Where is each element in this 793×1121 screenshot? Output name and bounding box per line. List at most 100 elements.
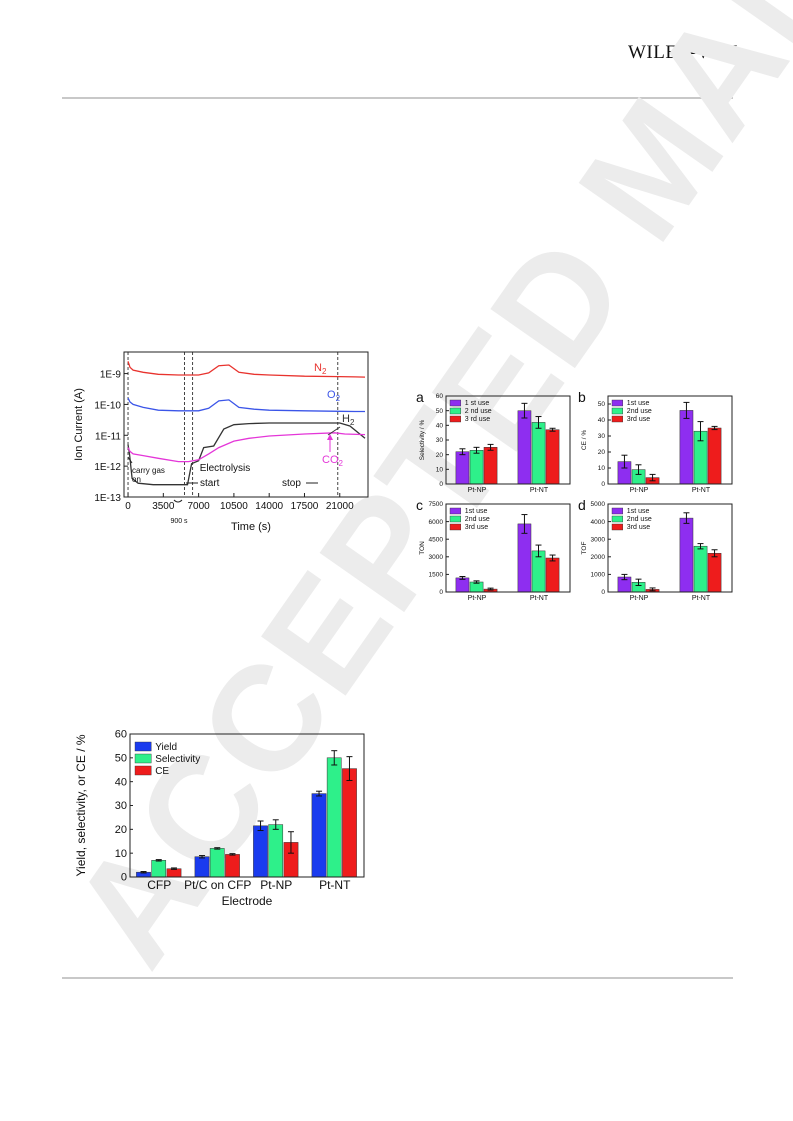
bar-electrode-1-0 (194, 856, 210, 878)
category-label: CFP (147, 878, 171, 892)
y-tick-label: 60 (115, 729, 127, 741)
y-axis-label-d: TOF (581, 542, 588, 555)
legend-swatch (134, 753, 152, 764)
legend-swatch (449, 399, 462, 407)
y-tick-label: 3000 (591, 536, 606, 543)
legend-label: 1st use (627, 400, 650, 407)
legend-swatch (611, 399, 624, 407)
category-label: Pt/C on CFP (184, 878, 251, 892)
series-line-co2 (127, 432, 366, 463)
figure-reuse-panels: a Pt-NP Pt-NT 0 10 20 30 40 50 60 Selectivity / % 1… (414, 388, 736, 604)
y-tick-label: 0 (121, 872, 127, 884)
legend-label: 2 nd use (465, 408, 492, 415)
y-tick-label: 7500 (429, 501, 444, 508)
category-label: Pt-NT (319, 878, 351, 892)
category-label: Pt-NT (530, 487, 549, 494)
y-tick-label: 10 (115, 848, 127, 860)
start-label: start (200, 478, 220, 489)
legend-swatch (611, 515, 624, 523)
gap-label: 900 s (170, 518, 188, 525)
legend-label: 3 rd use (465, 416, 490, 423)
x-tick-label: 10500 (220, 501, 248, 512)
series-label-h2: H2 (342, 413, 355, 427)
bar-a-1-2 (545, 429, 560, 485)
y-tick-label: 1E-13 (94, 493, 121, 504)
legend-swatch (449, 515, 462, 523)
y-tick-label: 1E-12 (94, 462, 121, 473)
legend-swatch (611, 507, 624, 515)
legend-swatch (449, 507, 462, 515)
category-label: Pt-NP (260, 878, 292, 892)
y-tick-label: 20 (115, 824, 127, 836)
h2-pointer (327, 426, 341, 436)
series-line-n2 (127, 361, 366, 378)
y-tick-label: 10 (436, 467, 444, 474)
plot-frame (123, 351, 369, 498)
legend-swatch (611, 523, 624, 531)
y-tick-label: 5000 (591, 501, 606, 508)
y-tick-label: 30 (436, 437, 444, 444)
legend-label: 2nd use (627, 408, 652, 415)
y-tick-label: 40 (436, 423, 444, 430)
plot-frame-b (607, 395, 733, 485)
legend-label: Selectivity (155, 754, 200, 765)
x-tick-label: 21000 (326, 501, 354, 512)
reuse-bar-panels: a Pt-NP Pt-NT 0 10 20 30 40 50 60 Selectivity / % 1… (416, 389, 733, 602)
legend-label: 3rd use (627, 416, 650, 423)
y-tick-label: 50 (598, 401, 606, 408)
y-tick-label: 40 (598, 417, 606, 424)
co2-arrowhead (327, 434, 333, 440)
category-label: Pt-NT (692, 595, 711, 602)
y-tick-label: 10 (598, 465, 606, 472)
x-axis-label-electrode: Electrode (222, 894, 273, 908)
x-axis-label: Time (s) (231, 521, 271, 533)
electrolysis-label: Electrolysis (200, 463, 251, 474)
bar-c-1-0 (517, 523, 532, 593)
y-tick-label: 40 (115, 776, 127, 788)
y-tick-label: 1500 (429, 572, 444, 579)
category-label: Pt-NP (630, 487, 649, 494)
plot-frame-c (445, 503, 571, 593)
bar-a-0-0 (455, 451, 470, 485)
legend-swatch (611, 407, 624, 415)
bar-d-1-0 (679, 517, 694, 593)
y-axis-label-electrode: Yield, selectivity, or CE / % (74, 734, 88, 876)
legend-label: 2nd use (465, 516, 490, 523)
carry-gas-on-label: on (132, 475, 141, 484)
panel-letter: a (416, 389, 424, 405)
y-axis-label-c: TON (419, 541, 426, 555)
gap-brace (173, 499, 183, 503)
y-tick-label: 50 (115, 753, 127, 765)
y-tick-label: 60 (436, 393, 444, 400)
y-tick-label: 30 (598, 433, 606, 440)
y-tick-label: 2000 (591, 554, 606, 561)
legend-swatch (134, 765, 152, 776)
bar-c-0-0 (455, 577, 470, 593)
bar-electrode-1-1 (209, 848, 225, 878)
y-tick-label: 20 (436, 452, 444, 459)
bar-electrode-2-0 (253, 825, 268, 878)
legend-label: 2nd use (627, 516, 652, 523)
panel-c: c Pt-NP Pt-NT 0 1500 3000 4500 6000 7500 TON 1st u… (416, 497, 571, 602)
bar-d-1-1 (693, 545, 708, 593)
y-tick-label: 1E-11 (95, 431, 121, 442)
panel-letter: d (578, 497, 586, 513)
y-tick-label: 0 (601, 481, 605, 488)
figure-ion-current: 1E-9 1E-10 1E-11 1E-12 1E-13 0 3500 7000 10500 14… (62, 345, 370, 537)
legend-label: 1 st use (465, 400, 490, 407)
category-label: Pt-NP (630, 595, 649, 602)
category-label: Pt-NT (692, 487, 711, 494)
bar-electrode-0-2 (166, 868, 182, 878)
bar-c-1-2 (545, 557, 560, 593)
bar-electrode-3-0 (311, 793, 327, 878)
footer-rule (62, 977, 733, 979)
bar-a-0-2 (483, 447, 498, 485)
stop-label: stop (282, 478, 301, 489)
category-label: Pt-NP (468, 487, 487, 494)
legend-label: 3rd use (465, 524, 488, 531)
legend-label: Yield (155, 742, 177, 753)
panel-a: a Pt-NP Pt-NT 0 10 20 30 40 50 60 Selectivity / % 1… (416, 389, 571, 494)
y-tick-label: 6000 (429, 519, 444, 526)
y-tick-label: 0 (601, 589, 605, 596)
